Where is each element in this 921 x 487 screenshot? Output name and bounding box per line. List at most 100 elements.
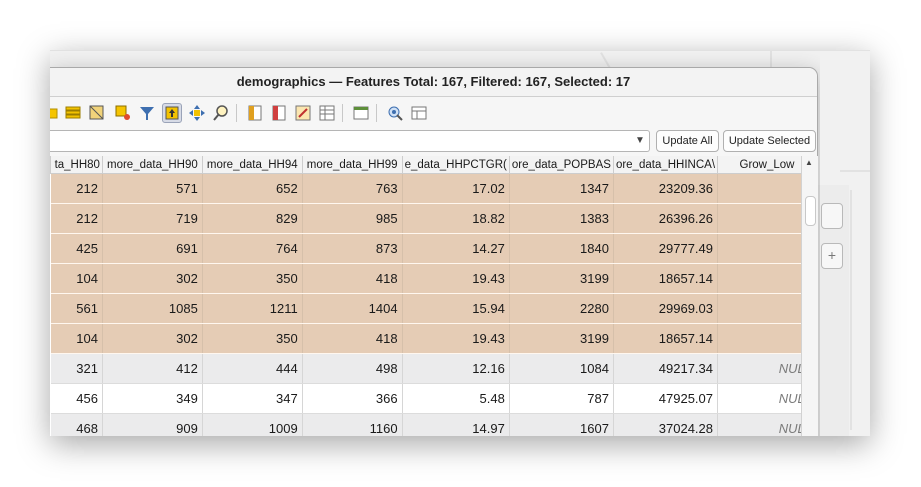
table-cell[interactable]: 3199 bbox=[509, 263, 614, 294]
zoom-in-button[interactable]: + bbox=[821, 243, 843, 269]
column-header[interactable]: more_data_HH90 bbox=[101, 156, 203, 174]
table-row[interactable]: 468 909 1009 1160 14.97 1607 37024.28 NULL bbox=[50, 413, 817, 436]
table-cell[interactable]: 456 bbox=[50, 383, 103, 414]
column-header[interactable]: more_data_HH99 bbox=[301, 156, 403, 174]
table-cell[interactable]: 691 bbox=[102, 233, 203, 264]
table-cell[interactable]: 444 bbox=[202, 353, 303, 384]
table-cell[interactable]: 212 bbox=[50, 203, 103, 234]
table-cell[interactable]: 18657.14 bbox=[613, 263, 719, 294]
table-cell[interactable]: 29777.49 bbox=[613, 233, 719, 264]
table-cell[interactable]: 1084 bbox=[509, 353, 614, 384]
column-header[interactable]: Grow_Low bbox=[717, 156, 817, 174]
table-cell[interactable]: 29969.03 bbox=[613, 293, 719, 324]
table-row[interactable]: 321 412 444 498 12.16 1084 49217.34 NULL bbox=[50, 353, 817, 384]
table-cell[interactable]: 1160 bbox=[302, 413, 403, 436]
table-cell[interactable]: 787 bbox=[509, 383, 614, 414]
table-cell[interactable]: 15.94 bbox=[402, 293, 510, 324]
table-cell[interactable]: 347 bbox=[202, 383, 303, 414]
table-cell[interactable]: 3199 bbox=[509, 323, 614, 354]
table-cell[interactable]: 418 bbox=[302, 323, 403, 354]
table-cell[interactable]: 561 bbox=[50, 293, 103, 324]
table-cell[interactable]: 350 bbox=[202, 323, 303, 354]
table-cell[interactable]: 349 bbox=[102, 383, 203, 414]
update-selected-button[interactable]: Update Selected bbox=[723, 130, 816, 152]
vertical-scrollbar[interactable]: ▲ bbox=[801, 156, 818, 436]
table-cell[interactable]: 19.43 bbox=[402, 323, 510, 354]
move-selection-to-top-icon[interactable] bbox=[162, 103, 182, 123]
scrollbar-thumb[interactable] bbox=[805, 196, 816, 226]
table-cell[interactable]: 23209.36 bbox=[613, 173, 719, 204]
attribute-table[interactable]: ta_HH80 more_data_HH90 more_data_HH94 more_… bbox=[50, 156, 817, 436]
table-cell[interactable]: 909 bbox=[102, 413, 203, 436]
pan-to-selected-icon[interactable] bbox=[188, 104, 206, 122]
table-cell[interactable]: 5.48 bbox=[402, 383, 510, 414]
table-cell[interactable]: 1 bbox=[717, 173, 817, 204]
table-cell[interactable]: 18.82 bbox=[402, 203, 510, 234]
table-cell[interactable]: 17.02 bbox=[402, 173, 510, 204]
table-cell[interactable]: 1085 bbox=[102, 293, 203, 324]
table-cell[interactable]: 212 bbox=[50, 173, 103, 204]
table-cell[interactable]: 26396.26 bbox=[613, 203, 719, 234]
chevron-down-icon[interactable]: ▼ bbox=[635, 135, 645, 146]
table-cell[interactable]: 498 bbox=[302, 353, 403, 384]
table-cell[interactable]: 764 bbox=[202, 233, 303, 264]
conditional-formatting-icon[interactable] bbox=[318, 104, 336, 122]
table-cell[interactable]: 14.27 bbox=[402, 233, 510, 264]
table-cell[interactable]: 350 bbox=[202, 263, 303, 294]
table-cell[interactable]: 1 bbox=[717, 293, 817, 324]
field-calculator-icon[interactable] bbox=[294, 104, 312, 122]
table-cell[interactable]: 104 bbox=[50, 323, 103, 354]
table-cell[interactable]: 366 bbox=[302, 383, 403, 414]
table-cell[interactable]: 412 bbox=[102, 353, 203, 384]
table-cell[interactable]: 19.43 bbox=[402, 263, 510, 294]
delete-selected-icon[interactable] bbox=[88, 104, 106, 122]
table-cell[interactable]: 37024.28 bbox=[613, 413, 719, 436]
table-cell[interactable]: 985 bbox=[302, 203, 403, 234]
table-cell[interactable]: 1607 bbox=[509, 413, 614, 436]
table-cell[interactable]: NULL bbox=[717, 413, 817, 436]
table-cell[interactable]: 14.97 bbox=[402, 413, 510, 436]
table-cell[interactable]: 302 bbox=[102, 263, 203, 294]
table-cell[interactable]: 302 bbox=[102, 323, 203, 354]
column-header[interactable]: more_data_HH94 bbox=[201, 156, 303, 174]
table-cell[interactable]: 1383 bbox=[509, 203, 614, 234]
column-header[interactable]: e_data_HHPCTGR( bbox=[401, 156, 510, 174]
table-row[interactable]: 456 349 347 366 5.48 787 47925.07 NULL bbox=[50, 383, 817, 414]
save-edits-icon[interactable] bbox=[64, 104, 82, 122]
table-cell[interactable]: 468 bbox=[50, 413, 103, 436]
filter-icon[interactable] bbox=[138, 104, 156, 122]
table-cell[interactable]: 1009 bbox=[202, 413, 303, 436]
column-header[interactable]: ta_HH80 bbox=[50, 156, 103, 174]
table-cell[interactable]: 873 bbox=[302, 233, 403, 264]
table-cell[interactable]: 418 bbox=[302, 263, 403, 294]
new-field-icon[interactable] bbox=[246, 104, 264, 122]
table-cell[interactable]: 652 bbox=[202, 173, 303, 204]
table-cell[interactable]: 47925.07 bbox=[613, 383, 719, 414]
expression-input[interactable]: ▼ bbox=[50, 130, 650, 152]
table-cell[interactable]: NULL bbox=[717, 383, 817, 414]
column-header[interactable]: ore_data_POPBAS bbox=[508, 156, 614, 174]
zoom-to-selected-icon[interactable] bbox=[212, 104, 230, 122]
dock-icon[interactable] bbox=[352, 104, 370, 122]
panel-toggle-button[interactable] bbox=[821, 203, 843, 229]
update-all-button[interactable]: Update All bbox=[656, 130, 719, 152]
table-cell[interactable]: 104 bbox=[50, 263, 103, 294]
table-cell[interactable]: 12.16 bbox=[402, 353, 510, 384]
table-cell[interactable]: 1 bbox=[717, 233, 817, 264]
toggle-editing-icon[interactable] bbox=[50, 104, 60, 122]
table-icon[interactable] bbox=[410, 104, 428, 122]
table-cell[interactable]: 829 bbox=[202, 203, 303, 234]
table-cell[interactable]: 571 bbox=[102, 173, 203, 204]
column-header[interactable]: ore_data_HHINCA\ bbox=[612, 156, 719, 174]
delete-field-icon[interactable] bbox=[270, 104, 288, 122]
table-cell[interactable]: 49217.34 bbox=[613, 353, 719, 384]
table-cell[interactable]: 1840 bbox=[509, 233, 614, 264]
table-cell[interactable]: 719 bbox=[102, 203, 203, 234]
table-cell[interactable]: 18657.14 bbox=[613, 323, 719, 354]
table-cell[interactable]: 425 bbox=[50, 233, 103, 264]
